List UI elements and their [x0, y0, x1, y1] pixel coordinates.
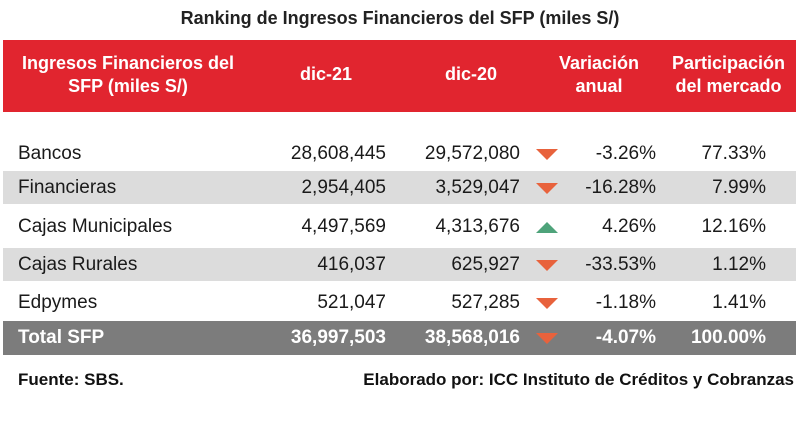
table-total-row: Total SFP 36,997,503 38,568,016 -4.07% 1… [3, 321, 796, 355]
row-variation: 4.26% [602, 216, 656, 237]
table-row: Financieras 2,954,405 3,529,047 -16.28% … [3, 171, 796, 204]
triangle-down-icon [536, 298, 558, 309]
row-name: Financieras [18, 177, 117, 198]
header-dic21: dic-21 [299, 64, 353, 84]
header-share-line1: Participación [671, 53, 786, 73]
row-variation: -33.53% [585, 254, 656, 275]
row-trend [536, 210, 562, 243]
table-row: Cajas Rurales 416,037 625,927 -33.53% 1.… [3, 248, 796, 281]
row-trend [536, 286, 562, 319]
header-share: Participación del mercado [661, 52, 796, 98]
total-variation: -4.07% [595, 327, 656, 348]
table-row: Cajas Municipales 4,497,569 4,313,676 4.… [3, 210, 796, 243]
total-name: Total SFP [18, 327, 105, 348]
header-variation-line1: Variación [558, 53, 640, 73]
header-variation: Variación anual [539, 52, 659, 98]
triangle-down-icon [536, 149, 558, 160]
row-dic20: 527,285 [451, 292, 520, 313]
total-trend [536, 321, 562, 354]
row-name: Cajas Municipales [18, 216, 173, 237]
table-header: Ingresos Financieros del SFP (miles S/) … [3, 40, 796, 112]
source-note: Fuente: SBS. [18, 370, 124, 389]
table-row: Edpymes 521,047 527,285 -1.18% 1.41% [3, 286, 796, 319]
row-dic20: 625,927 [451, 254, 520, 275]
triangle-down-icon [536, 260, 558, 271]
row-dic20: 4,313,676 [435, 216, 520, 237]
header-label-line2: SFP (miles S/) [68, 76, 188, 96]
header-share-line2: del mercado [675, 76, 782, 96]
row-share: 77.33% [701, 143, 766, 164]
row-name: Cajas Rurales [18, 254, 138, 275]
row-dic21: 521,047 [317, 292, 386, 313]
header-label: Ingresos Financieros del SFP (miles S/) [3, 52, 253, 98]
triangle-down-icon [536, 183, 558, 194]
row-dic20: 29,572,080 [424, 143, 520, 164]
row-name: Bancos [18, 143, 82, 164]
triangle-up-icon [536, 222, 558, 233]
row-name: Edpymes [18, 292, 98, 313]
row-variation: -16.28% [585, 177, 656, 198]
row-share: 1.12% [712, 254, 766, 275]
row-dic20: 3,529,047 [435, 177, 520, 198]
row-dic21: 2,954,405 [301, 177, 386, 198]
header-dic20: dic-20 [444, 64, 498, 84]
row-share: 7.99% [712, 177, 766, 198]
header-variation-line2: anual [575, 76, 623, 96]
author-note: Elaborado por: ICC Instituto de Créditos… [363, 370, 794, 389]
total-share: 100.00% [690, 327, 766, 348]
header-label-line1: Ingresos Financieros del [21, 53, 235, 73]
row-variation: -3.26% [595, 143, 656, 164]
row-share: 12.16% [701, 216, 766, 237]
total-dic20: 38,568,016 [424, 327, 520, 348]
table-title: Ranking de Ingresos Financieros del SFP … [180, 8, 620, 28]
row-trend [536, 248, 562, 281]
row-dic21: 4,497,569 [301, 216, 386, 237]
row-trend [536, 171, 562, 204]
table-row: Bancos 28,608,445 29,572,080 -3.26% 77.3… [3, 137, 796, 170]
row-dic21: 28,608,445 [290, 143, 386, 164]
triangle-down-icon [536, 333, 558, 344]
row-trend [536, 137, 562, 170]
row-variation: -1.18% [595, 292, 656, 313]
row-dic21: 416,037 [317, 254, 386, 275]
total-dic21: 36,997,503 [290, 327, 386, 348]
row-share: 1.41% [712, 292, 766, 313]
